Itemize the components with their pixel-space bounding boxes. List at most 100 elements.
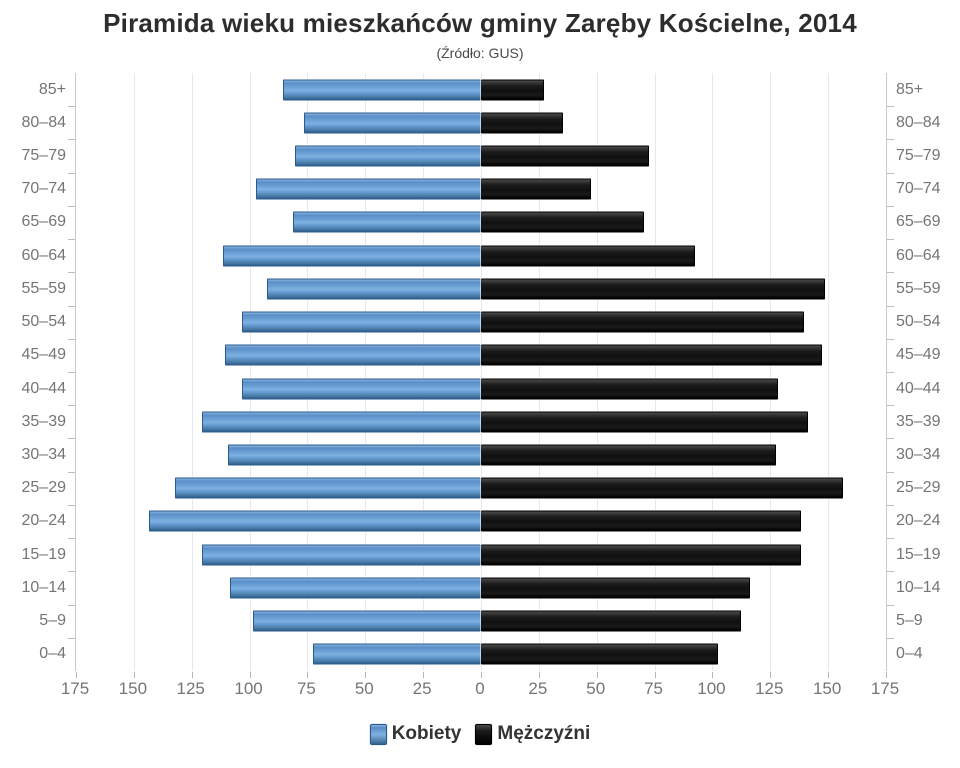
bar-kobiety [304, 112, 481, 134]
bar-kobiety [253, 610, 481, 632]
age-label: 65–69 [896, 213, 941, 231]
pyramid-row [76, 173, 886, 206]
x-axis-label: 75 [296, 679, 316, 698]
x-axis-tick [365, 672, 367, 678]
age-label: 80–84 [21, 113, 67, 131]
age-label: 40–44 [21, 379, 67, 397]
mezczyzni-swatch-icon [475, 723, 493, 745]
y-axis-tick [68, 239, 75, 241]
y-axis-tick [887, 438, 894, 440]
legend-label-mezczyzni: Mężczyźni [497, 723, 591, 744]
bar-kobiety [230, 577, 481, 599]
legend: Kobiety Mężczyźni [0, 723, 960, 745]
x-axis-tick [538, 672, 540, 678]
pyramid-row [76, 106, 886, 139]
age-label: 50–54 [21, 313, 67, 331]
kobiety-swatch-icon [369, 723, 387, 745]
y-axis-tick [68, 571, 75, 573]
pyramid-row [76, 73, 886, 106]
legend-label-kobiety: Kobiety [391, 723, 462, 744]
age-label: 45–49 [896, 346, 941, 364]
y-axis-tick [68, 172, 75, 174]
x-axis: 175 150 125 100 75 50 25 0 25 50 75 100 125 150 175 [61, 679, 899, 709]
y-axis-tick [68, 405, 75, 407]
y-axis-tick [68, 305, 75, 307]
age-labels-right: 85+ 80–84 75–79 70–74 65–69 60–64 55–59 50–54 45… [887, 73, 960, 671]
bar-mezczyzni [481, 444, 776, 466]
age-label: 20–24 [21, 512, 67, 530]
age-label: 5–9 [39, 612, 66, 630]
y-axis-tick [887, 637, 894, 639]
gridline [133, 73, 135, 671]
x-axis-tick [249, 672, 251, 678]
pyramid-row [76, 438, 886, 471]
bar-kobiety [313, 643, 481, 665]
age-label: 70–74 [896, 180, 941, 198]
age-label: 85+ [38, 80, 66, 98]
bar-kobiety [149, 510, 481, 532]
x-axis-tick [191, 672, 193, 678]
age-label: 10–14 [896, 578, 941, 596]
gridline [828, 73, 830, 671]
pyramid-row [76, 339, 886, 372]
y-axis-tick [887, 471, 894, 473]
bar-mezczyzni [481, 643, 719, 665]
x-axis-tick [712, 672, 714, 678]
x-axis-label: 50 [586, 679, 606, 698]
x-axis-label: 100 [234, 679, 263, 698]
pyramid-row [76, 472, 886, 505]
x-axis-tick [76, 672, 77, 678]
gridline [191, 73, 193, 671]
x-axis-label: 25 [528, 679, 548, 698]
x-axis-label: 100 [697, 679, 726, 698]
age-label: 15–19 [21, 545, 67, 563]
chart-title: Piramida wieku mieszkańców gminy Zaręby … [103, 8, 857, 38]
pyramid-row [76, 306, 886, 339]
bar-mezczyzni [481, 610, 742, 632]
age-label: 0–4 [39, 645, 66, 663]
bar-kobiety [292, 211, 481, 233]
bar-mezczyzni [481, 311, 804, 333]
y-axis-tick [68, 272, 75, 274]
y-axis-tick [887, 205, 894, 207]
bar-mezczyzni [481, 411, 809, 433]
age-labels-left: 85+ 80–84 75–79 70–74 65–69 60–64 55–59 50–54 45… [0, 73, 75, 671]
age-label: 20–24 [896, 512, 941, 530]
age-label: 85+ [896, 80, 924, 98]
gridline [538, 73, 540, 671]
y-axis-tick [887, 139, 894, 141]
pyramid-row [76, 571, 886, 604]
bar-kobiety [241, 311, 481, 333]
bar-mezczyzni [481, 112, 563, 134]
bar-mezczyzni [481, 544, 802, 566]
y-axis-tick [68, 538, 75, 540]
pyramid-row [76, 638, 886, 671]
x-axis-label: 150 [812, 679, 842, 698]
x-axis-tick [770, 672, 772, 678]
plot-area [68, 73, 894, 678]
y-axis-tick [68, 604, 75, 606]
pyramid-row [76, 505, 886, 538]
y-axis-tick [887, 604, 894, 606]
x-axis-tick [423, 672, 425, 678]
bar-kobiety [225, 344, 481, 366]
bar-mezczyzni [481, 378, 779, 400]
age-label: 35–39 [21, 412, 67, 430]
bar-mezczyzni [481, 79, 545, 101]
pyramid-row [76, 272, 886, 305]
y-axis-tick [887, 405, 894, 407]
x-axis-tick [886, 672, 887, 678]
gridline [307, 73, 309, 671]
age-label: 80–84 [896, 113, 941, 131]
pyramid-row [76, 372, 886, 405]
pyramid-row [76, 206, 886, 239]
gridline [770, 73, 772, 671]
age-label: 70–74 [21, 180, 67, 198]
x-axis-tick [654, 672, 656, 678]
gridline [596, 73, 598, 671]
y-axis-tick [68, 504, 75, 506]
age-label: 55–59 [21, 279, 67, 297]
y-axis-tick [68, 338, 75, 340]
gridline [423, 73, 425, 671]
